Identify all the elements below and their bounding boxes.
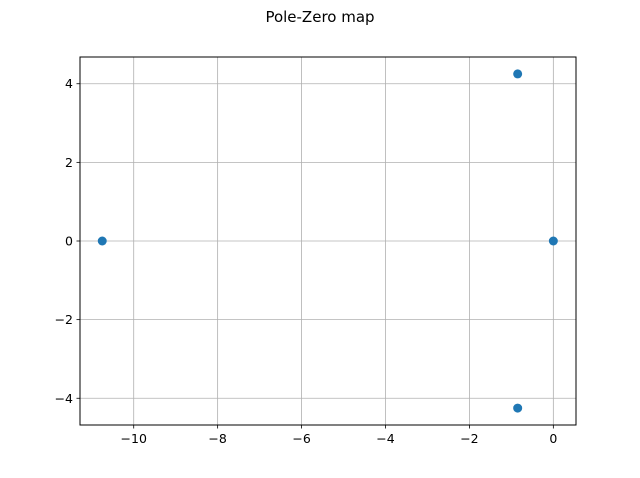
axis-ticks: −10 −8 −6 −4 −2 0 −4 −2 0 2 4 bbox=[55, 76, 558, 446]
y-tick-label: −4 bbox=[55, 391, 73, 406]
y-tick-label: −2 bbox=[55, 312, 73, 327]
pole-zero-point bbox=[548, 236, 558, 246]
pole-zero-point bbox=[513, 403, 523, 413]
data-points bbox=[97, 69, 558, 413]
x-tick-label: −6 bbox=[292, 431, 310, 446]
y-tick-label: 0 bbox=[65, 234, 73, 249]
chart-title: Pole-Zero map bbox=[265, 8, 374, 26]
x-tick-label: −4 bbox=[376, 431, 394, 446]
pole-zero-point bbox=[513, 69, 523, 79]
y-tick-label: 2 bbox=[65, 155, 73, 170]
x-tick-label: −10 bbox=[121, 431, 147, 446]
x-tick-label: 0 bbox=[549, 431, 557, 446]
pole-zero-point bbox=[97, 236, 107, 246]
x-tick-label: −2 bbox=[460, 431, 478, 446]
x-tick-label: −8 bbox=[208, 431, 226, 446]
grid-lines bbox=[80, 57, 576, 425]
y-tick-label: 4 bbox=[65, 76, 73, 91]
